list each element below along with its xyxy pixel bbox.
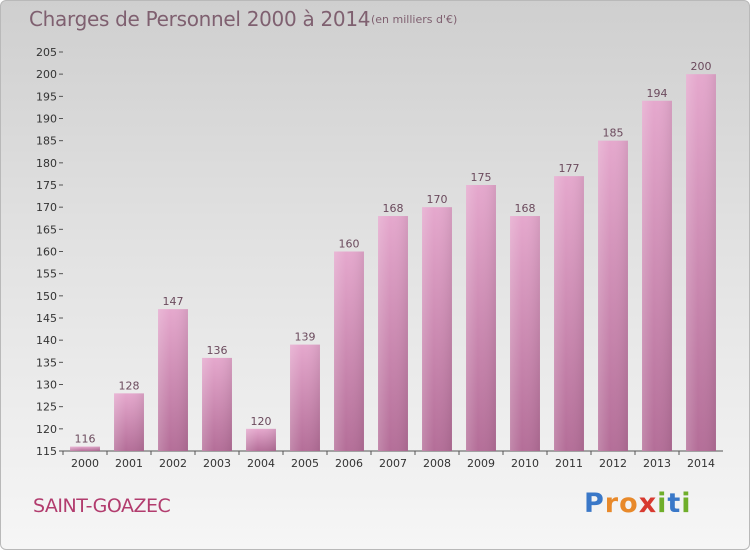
bar-shading xyxy=(554,176,584,451)
proxiti-logo: Proxiti xyxy=(584,488,692,519)
x-tick-label: 2014 xyxy=(687,457,715,470)
y-tick-label: 140 xyxy=(36,334,57,347)
bar-shading xyxy=(510,216,540,451)
x-tick-label: 2013 xyxy=(643,457,671,470)
bar-shading xyxy=(466,185,496,451)
bar-shading xyxy=(202,357,232,451)
y-tick-label: 145 xyxy=(36,312,57,325)
y-tick-label: 175 xyxy=(36,179,57,192)
bar-shading xyxy=(70,446,100,451)
x-tick-label: 2000 xyxy=(71,457,99,470)
y-tick-label: 180 xyxy=(36,157,57,170)
x-tick-label: 2002 xyxy=(159,457,187,470)
logo-letter: o xyxy=(619,488,639,519)
x-tick-label: 2012 xyxy=(599,457,627,470)
logo-letter: i xyxy=(681,488,692,519)
bar-value-label: 128 xyxy=(119,379,140,392)
bar-value-label: 185 xyxy=(603,127,624,140)
x-tick-label: 2008 xyxy=(423,457,451,470)
y-tick-label: 120 xyxy=(36,423,57,436)
y-tick-label: 150 xyxy=(36,290,57,303)
y-tick-label: 165 xyxy=(36,223,57,236)
bar-shading xyxy=(114,393,144,451)
bar-value-label: 200 xyxy=(691,60,712,73)
y-tick-label: 155 xyxy=(36,268,57,281)
bar-value-label: 194 xyxy=(647,87,668,100)
x-tick-label: 2009 xyxy=(467,457,495,470)
bar-shading xyxy=(378,216,408,451)
y-tick-label: 135 xyxy=(36,356,57,369)
y-tick-label: 200 xyxy=(36,68,57,81)
y-tick-label: 130 xyxy=(36,379,57,392)
y-tick-label: 125 xyxy=(36,401,57,414)
bar-value-label: 120 xyxy=(251,415,272,428)
y-tick-label: 190 xyxy=(36,113,57,126)
x-tick-label: 2005 xyxy=(291,457,319,470)
y-tick-label: 205 xyxy=(36,46,57,59)
x-tick-label: 2001 xyxy=(115,457,143,470)
logo-letter: x xyxy=(638,488,658,519)
bar-shading xyxy=(158,309,188,451)
bar-shading xyxy=(334,251,364,451)
x-tick-label: 2007 xyxy=(379,457,407,470)
x-tick-label: 2006 xyxy=(335,457,363,470)
y-tick-label: 170 xyxy=(36,201,57,214)
bar-value-label: 175 xyxy=(471,171,492,184)
logo-letter: P xyxy=(584,488,605,519)
bar-value-label: 170 xyxy=(427,193,448,206)
logo-letter: r xyxy=(604,488,620,519)
bar-shading xyxy=(598,140,628,451)
bar-value-label: 139 xyxy=(295,331,316,344)
x-tick-label: 2011 xyxy=(555,457,583,470)
x-tick-label: 2003 xyxy=(203,457,231,470)
bar-shading xyxy=(686,74,716,452)
bar-value-label: 136 xyxy=(207,344,228,357)
bar-shading xyxy=(290,344,320,451)
x-axis: 2000 2001 2002 2003 2004 2005 2006 2007 2008 2009… xyxy=(62,451,715,470)
commune-name: SAINT-GOAZEC xyxy=(33,495,171,517)
bar-value-label: 160 xyxy=(339,238,360,251)
bar-shading xyxy=(422,207,452,451)
y-tick-label: 185 xyxy=(36,135,57,148)
y-tick-label: 160 xyxy=(36,246,57,259)
x-tick-label: 2010 xyxy=(511,457,539,470)
bar-value-label: 177 xyxy=(559,162,580,175)
chart-title: Charges de Personnel 2000 à 2014 xyxy=(29,7,371,31)
bars-group: 116 128 147 136 120 139 160 168 170 175 168 177 185 1… xyxy=(70,60,716,452)
bar-value-label: 168 xyxy=(515,202,536,215)
y-tick-label: 195 xyxy=(36,90,57,103)
bar-value-label: 147 xyxy=(163,295,184,308)
chart-subtitle: (en milliers d'€) xyxy=(371,13,458,26)
logo-letter: t xyxy=(667,488,682,519)
y-tick-label: 115 xyxy=(36,445,57,458)
bar-value-label: 116 xyxy=(75,433,96,446)
bar-value-label: 168 xyxy=(383,202,404,215)
logo-letter: i xyxy=(657,488,668,519)
x-tick-label: 2004 xyxy=(247,457,275,470)
bar-shading xyxy=(642,100,672,452)
bar-shading xyxy=(246,428,276,451)
